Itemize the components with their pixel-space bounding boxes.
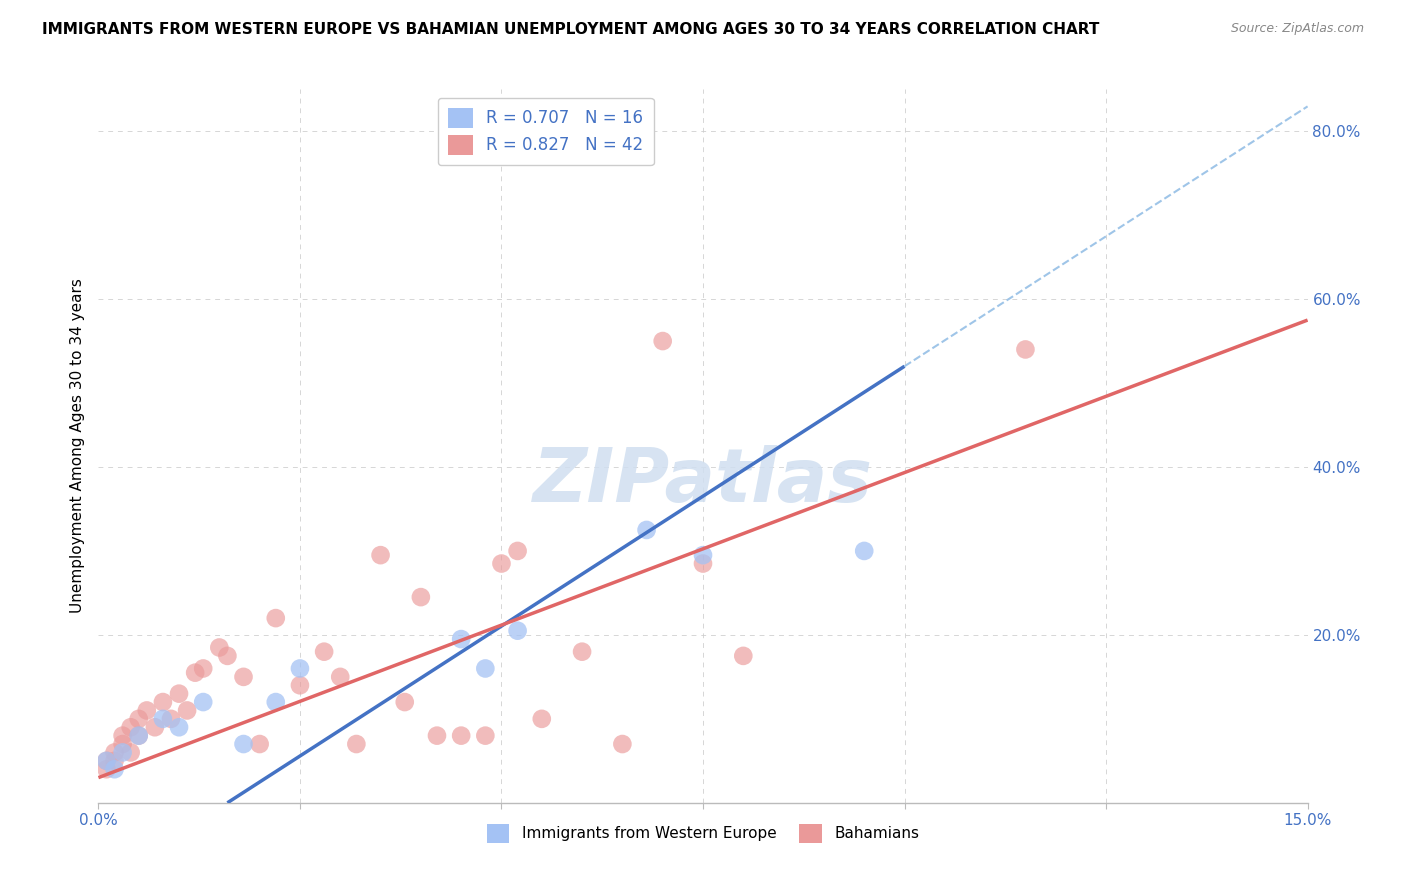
- Point: [474, 729, 496, 743]
- Legend: Immigrants from Western Europe, Bahamians: Immigrants from Western Europe, Bahamian…: [481, 818, 925, 848]
- Point: [96, 754, 118, 768]
- Point: [120, 746, 142, 760]
- Y-axis label: Unemployment Among Ages 30 to 34 years: Unemployment Among Ages 30 to 34 years: [69, 278, 84, 614]
- Point: [264, 611, 287, 625]
- Point: [571, 645, 593, 659]
- Point: [167, 687, 190, 701]
- Point: [167, 720, 190, 734]
- Point: [232, 737, 254, 751]
- Point: [184, 665, 207, 680]
- Point: [176, 703, 198, 717]
- Point: [394, 695, 416, 709]
- Point: [143, 720, 166, 734]
- Text: Source: ZipAtlas.com: Source: ZipAtlas.com: [1230, 22, 1364, 36]
- Point: [160, 712, 183, 726]
- Point: [96, 762, 118, 776]
- Point: [450, 729, 472, 743]
- Point: [692, 557, 714, 571]
- Point: [692, 548, 714, 562]
- Point: [506, 544, 529, 558]
- Point: [111, 737, 134, 751]
- Point: [217, 648, 239, 663]
- Point: [491, 557, 513, 571]
- Point: [193, 695, 215, 709]
- Point: [152, 695, 174, 709]
- Point: [135, 703, 157, 717]
- Point: [288, 661, 311, 675]
- Point: [103, 762, 125, 776]
- Point: [103, 754, 125, 768]
- Point: [314, 645, 336, 659]
- Point: [111, 729, 134, 743]
- Point: [208, 640, 231, 655]
- Point: [733, 648, 755, 663]
- Point: [232, 670, 254, 684]
- Point: [450, 632, 472, 646]
- Point: [120, 720, 142, 734]
- Point: [264, 695, 287, 709]
- Point: [474, 661, 496, 675]
- Point: [152, 712, 174, 726]
- Point: [249, 737, 271, 751]
- Point: [329, 670, 352, 684]
- Point: [506, 624, 529, 638]
- Point: [426, 729, 449, 743]
- Point: [103, 746, 125, 760]
- Point: [530, 712, 553, 726]
- Point: [651, 334, 673, 348]
- Point: [853, 544, 876, 558]
- Point: [128, 729, 150, 743]
- Point: [344, 737, 367, 751]
- Point: [370, 548, 392, 562]
- Point: [128, 712, 150, 726]
- Point: [128, 729, 150, 743]
- Text: IMMIGRANTS FROM WESTERN EUROPE VS BAHAMIAN UNEMPLOYMENT AMONG AGES 30 TO 34 YEAR: IMMIGRANTS FROM WESTERN EUROPE VS BAHAMI…: [42, 22, 1099, 37]
- Point: [1014, 343, 1036, 357]
- Point: [636, 523, 658, 537]
- Point: [193, 661, 215, 675]
- Point: [409, 590, 432, 604]
- Point: [612, 737, 634, 751]
- Point: [96, 754, 118, 768]
- Point: [111, 746, 134, 760]
- Point: [288, 678, 311, 692]
- Text: ZIPatlas: ZIPatlas: [533, 445, 873, 518]
